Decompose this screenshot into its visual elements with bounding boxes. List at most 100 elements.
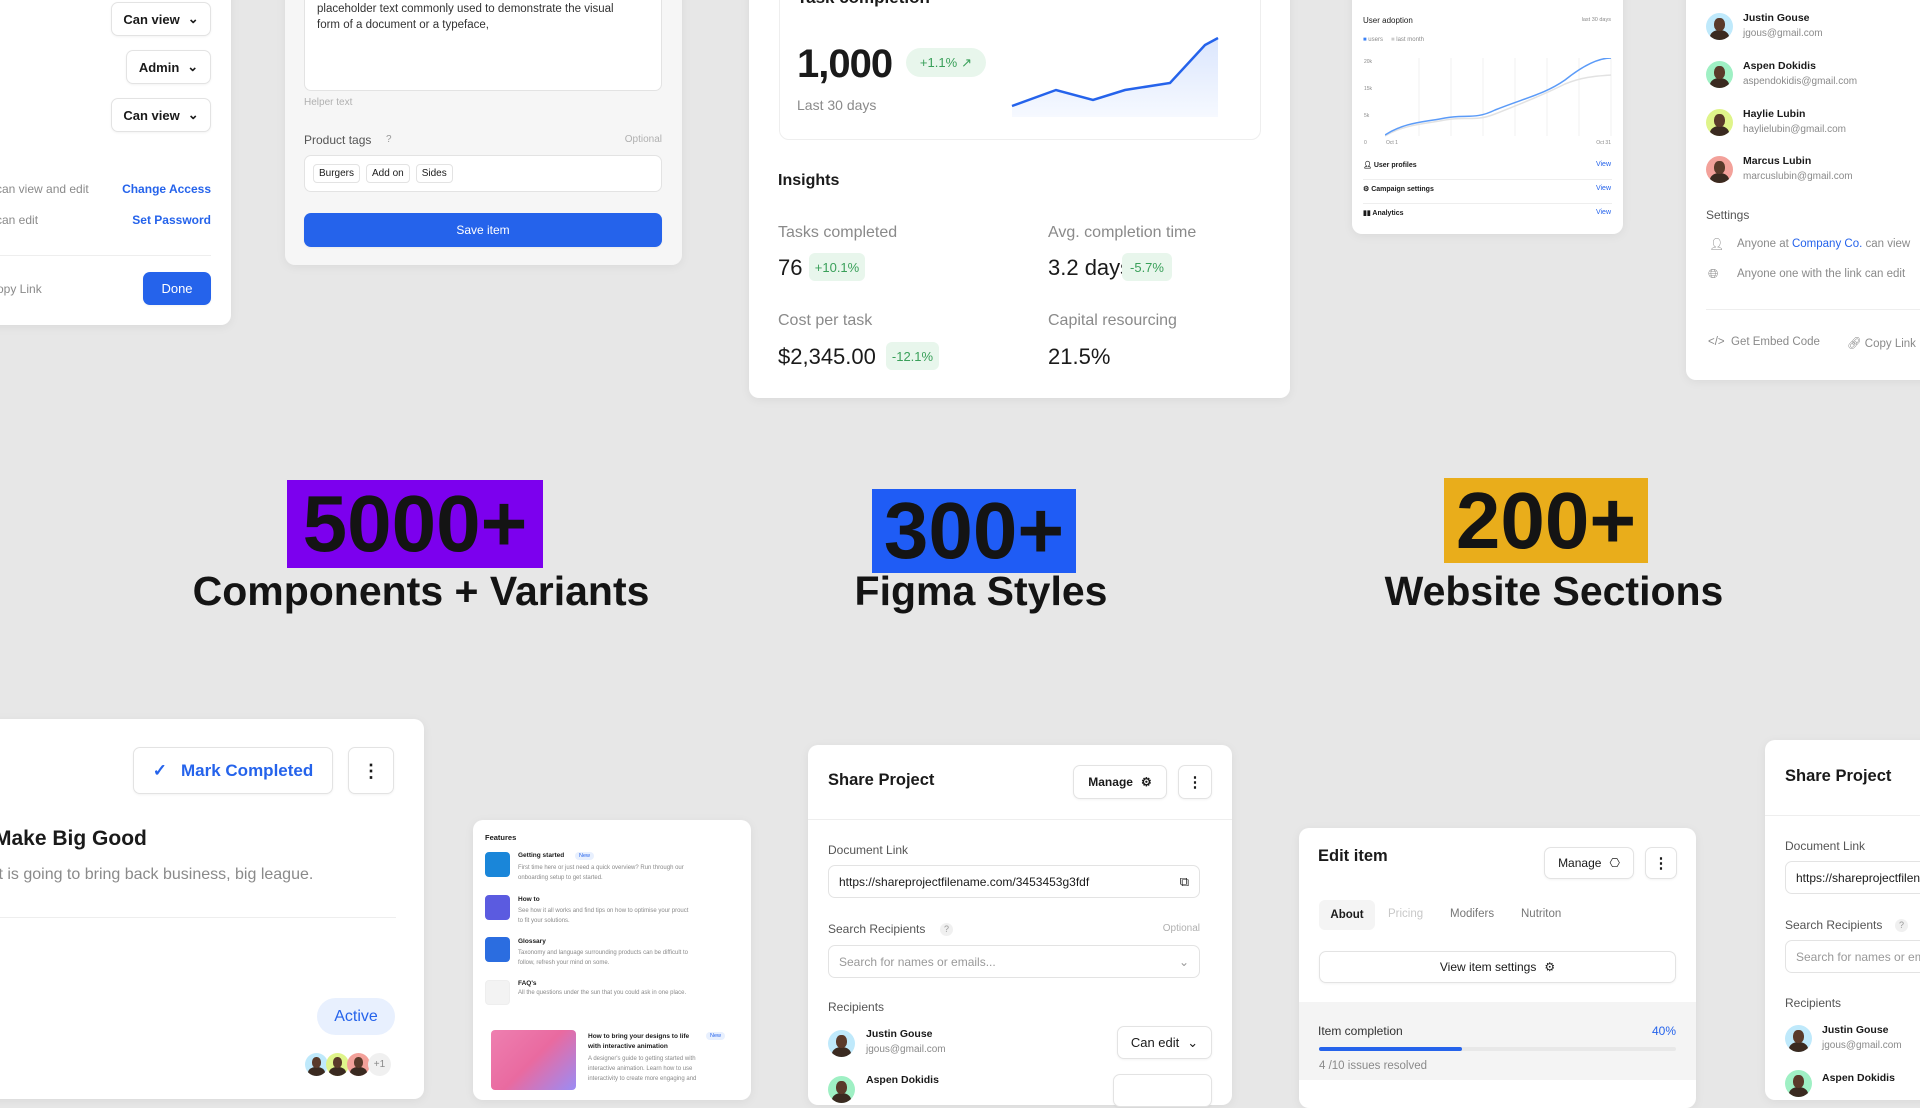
search-recipients-input[interactable]: Search for names or emails... <box>1785 940 1920 973</box>
legend-dot-last-month: ■ <box>1390 37 1397 43</box>
search-recipients-label: Search Recipients <box>1785 918 1883 932</box>
document-link-input[interactable]: https://shareprojectfilename.com/3453453… <box>1785 861 1920 894</box>
article-image <box>491 1030 576 1090</box>
done-button[interactable]: Done <box>143 272 211 305</box>
feature-title[interactable]: How to <box>518 896 540 903</box>
permission-label: Can view <box>123 11 180 27</box>
user-icon: 👤︎ <box>1363 162 1374 169</box>
insights-title: Insights <box>778 172 840 189</box>
x-tick: Oct 1 <box>1386 140 1398 146</box>
set-password-link[interactable]: Set Password <box>132 213 211 227</box>
tag-chip[interactable]: Sides <box>415 164 453 183</box>
view-link[interactable]: View <box>1595 209 1611 216</box>
permission-dropdown-1[interactable]: Can view ⌄ <box>111 2 211 36</box>
help-icon[interactable]: ? <box>940 923 953 936</box>
avatar <box>828 1030 855 1057</box>
chevron-down-icon: ⌄ <box>187 59 199 74</box>
tab-about[interactable]: About <box>1319 900 1375 930</box>
status-badge: Active <box>317 998 395 1035</box>
company-link[interactable]: Company Co. <box>1791 238 1863 250</box>
more-options-button[interactable]: ⋮ <box>348 747 394 794</box>
divider <box>0 917 396 918</box>
users-line <box>1385 58 1612 136</box>
description-textarea[interactable]: placeholder text commonly used to demons… <box>304 0 662 91</box>
gear-icon: ⚙ <box>1544 960 1556 974</box>
user-adoption-title: User adoption <box>1363 16 1413 25</box>
tab-modifiers[interactable]: Modifers <box>1450 908 1495 920</box>
settings-button-label: View item settings <box>1439 960 1537 974</box>
change-value: +1.1% <box>919 55 958 70</box>
more-options-button[interactable]: ⋮ <box>1645 847 1677 879</box>
issues-resolved: 4 /10 issues resolved <box>1319 1060 1428 1072</box>
tab-pricing[interactable]: Pricing <box>1388 908 1424 920</box>
feature-desc: Taxonomy and language surrounding produc… <box>518 950 689 956</box>
change-access-link[interactable]: Change Access <box>122 182 211 196</box>
feature-title[interactable]: Glossary <box>518 938 546 945</box>
permission-dropdown-2[interactable]: Admin ⌄ <box>126 50 211 84</box>
avatar <box>828 1076 855 1103</box>
manage-button[interactable]: Manage ⎔ <box>1544 847 1634 879</box>
recipient-permission-dropdown[interactable] <box>1113 1074 1212 1107</box>
analytics-icon: ▮▮ <box>1363 210 1373 217</box>
y-tick: 5k <box>1364 113 1370 119</box>
feature-desc: See how it all works and find tips on ho… <box>518 908 689 914</box>
mark-completed-label: Mark Completed <box>181 760 314 780</box>
person-email: marcuslubin@gmail.com <box>1743 171 1853 182</box>
optional-label: Optional <box>624 134 662 145</box>
chevron-down-icon: ⌄ <box>1187 1034 1199 1050</box>
avatar <box>1706 61 1733 88</box>
completion-section <box>1299 1002 1696 1080</box>
feature-title[interactable]: FAQ's <box>518 980 537 987</box>
change-badge: +1.1% ↗ <box>906 48 986 77</box>
sparkline-chart <box>1011 37 1219 117</box>
permission-dropdown-3[interactable]: Can view ⌄ <box>111 98 211 132</box>
tab-nutrition[interactable]: Nutriton <box>1521 908 1562 920</box>
copy-label: Copy Link <box>1864 338 1916 350</box>
divider <box>1706 309 1920 310</box>
insight-label: Avg. completion time <box>1048 224 1197 241</box>
view-item-settings-button[interactable]: View item settings ⚙ <box>1319 951 1676 983</box>
headline-number-components: 5000+ <box>287 480 543 568</box>
embed-label: Get Embed Code <box>1731 336 1820 348</box>
product-tags-input[interactable]: Burgers Add on Sides <box>304 155 662 192</box>
copy-icon[interactable]: ⧉ <box>1179 873 1189 889</box>
tag-chip[interactable]: Add on <box>366 164 410 183</box>
copy-link[interactable]: opy Link <box>0 282 42 296</box>
article-desc: A designer's guide to getting started wi… <box>588 1056 696 1062</box>
code-icon: </> <box>1708 336 1732 348</box>
completion-progress-track <box>1319 1047 1676 1051</box>
people-card <box>1686 0 1920 380</box>
row-label: User profiles <box>1373 162 1417 169</box>
more-options-button[interactable]: ⋮ <box>1178 765 1212 799</box>
document-link-input[interactable]: https://shareprojectfilename.com/3453453… <box>828 865 1200 898</box>
copy-link-button[interactable]: 🔗︎ Copy Link <box>1847 336 1916 350</box>
mark-completed-button[interactable]: ✓ Mark Completed <box>133 747 333 794</box>
setting-text: can edit <box>0 213 39 227</box>
glossary-icon <box>485 937 510 962</box>
legend-dot-users: ■ <box>1363 37 1369 43</box>
view-link[interactable]: View <box>1595 161 1611 168</box>
legend-last-month: last month <box>1396 37 1424 43</box>
feature-desc: All the questions under the sun that you… <box>518 990 687 996</box>
help-icon[interactable]: ? <box>1895 919 1908 932</box>
divider <box>1363 179 1612 180</box>
recipient-email: jgous@gmail.com <box>1822 1040 1902 1051</box>
tag-chip[interactable]: Burgers <box>313 164 361 183</box>
link-icon: 🔗︎ <box>1847 338 1865 350</box>
manage-label: Manage <box>1088 775 1133 789</box>
embed-code-button[interactable]: </> Get Embed Code <box>1708 336 1820 348</box>
article-title[interactable]: with interactive animation <box>588 1043 668 1050</box>
article-title[interactable]: How to bring your designs to life <box>588 1033 690 1040</box>
help-icon[interactable]: ? <box>386 134 392 145</box>
manage-button[interactable]: Manage ⚙ <box>1073 765 1167 799</box>
helper-text: Helper text <box>304 97 353 108</box>
legend-users: users <box>1368 37 1383 43</box>
search-recipients-input[interactable]: Search for names or emails... ⌄ <box>828 945 1200 978</box>
view-link[interactable]: View <box>1595 185 1611 192</box>
save-item-button[interactable]: Save item <box>304 213 662 247</box>
recipient-permission-dropdown[interactable]: Can edit ⌄ <box>1117 1026 1212 1059</box>
headline-number-styles: 300+ <box>872 489 1076 573</box>
save-item-label: Save item <box>456 223 510 237</box>
feature-title[interactable]: Getting started <box>518 852 565 859</box>
feature-desc: First time here or just need a quick ove… <box>518 865 684 871</box>
